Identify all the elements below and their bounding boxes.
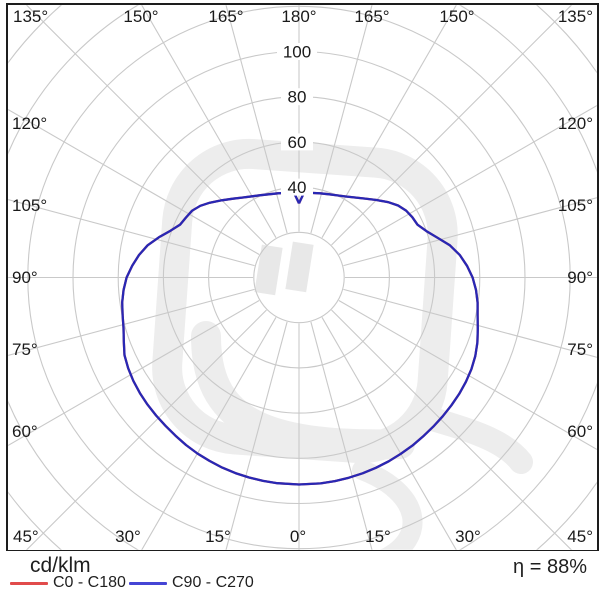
grid-spoke xyxy=(141,317,277,550)
unit-label: cd/klm xyxy=(30,554,91,577)
legend-label-c0-c180: C0 - C180 xyxy=(53,574,126,591)
radial-label-chip xyxy=(277,43,317,60)
grid-spoke xyxy=(310,5,373,234)
grid-spoke xyxy=(338,300,597,451)
angle-label: 120° xyxy=(12,114,47,133)
grid-spoke xyxy=(8,108,260,255)
grid-ring xyxy=(253,231,345,324)
radial-axis-labels: 40 60 80 100 xyxy=(277,43,317,197)
angle-axis-labels: 135° 150° 165° 180° 165° 150° 135° 120° 105° 90° 7… xyxy=(12,7,593,546)
angle-label: 15° xyxy=(205,527,231,546)
legend: cd/klm C0 - C180 C90 - C270 η = 88% xyxy=(0,551,600,600)
grid-spoke xyxy=(331,309,573,550)
grid-spoke xyxy=(141,5,277,238)
angle-label: 45° xyxy=(13,527,39,546)
angle-label: 150° xyxy=(123,7,158,26)
grid-spoke xyxy=(225,321,288,550)
radial-axis-label: 100 xyxy=(283,43,311,62)
angle-label: 135° xyxy=(558,7,593,26)
grid-spoke xyxy=(343,197,597,267)
radial-axis-label: 80 xyxy=(288,88,307,107)
grid-spoke xyxy=(8,300,260,447)
radial-label-chip xyxy=(281,88,313,106)
grid-spoke xyxy=(225,5,288,234)
efficiency-label: η = 88% xyxy=(513,556,587,578)
angle-label: 30° xyxy=(115,527,141,546)
grid-spoke xyxy=(338,104,597,255)
legend-swatch-c90-c270 xyxy=(129,582,167,585)
angle-label: 120° xyxy=(558,114,593,133)
angle-label: 0° xyxy=(290,527,306,546)
grid-spoke xyxy=(25,309,267,550)
grid-spoke xyxy=(8,288,255,356)
angle-label: 165° xyxy=(208,7,243,26)
radial-axis-label: 60 xyxy=(288,133,307,152)
radial-label-chip xyxy=(281,178,313,196)
grid-spoke xyxy=(343,288,597,358)
angle-label: 105° xyxy=(558,196,593,215)
angle-label: 150° xyxy=(439,7,474,26)
angle-label: 90° xyxy=(567,268,593,287)
grid-spoke xyxy=(25,5,267,246)
angle-label: 45° xyxy=(567,527,593,546)
legend-swatch-c0-c180 xyxy=(10,582,48,585)
angle-label: 135° xyxy=(13,7,48,26)
watermark-bar xyxy=(254,244,283,296)
watermark-inner-curve xyxy=(191,321,415,460)
radial-axis-label: 40 xyxy=(288,178,307,197)
grid-spoke xyxy=(8,199,255,267)
angle-label: 15° xyxy=(365,527,391,546)
angle-label: 60° xyxy=(12,422,38,441)
angle-label: 165° xyxy=(354,7,389,26)
legend-label-c90-c270: C90 - C270 xyxy=(172,574,254,591)
grid-spoke xyxy=(321,317,457,550)
watermark-bar xyxy=(285,241,314,293)
angle-label: 60° xyxy=(567,422,593,441)
grid-spoke xyxy=(331,5,573,246)
radial-label-chip xyxy=(281,133,313,151)
grid-spoke xyxy=(310,321,373,550)
angle-label: 180° xyxy=(281,7,316,26)
angle-label: 75° xyxy=(12,340,38,359)
angle-label: 30° xyxy=(455,527,481,546)
watermark-logo xyxy=(152,138,533,550)
angle-label: 75° xyxy=(567,340,593,359)
grid-spoke xyxy=(321,5,457,238)
intensity-curves xyxy=(121,191,479,486)
angle-label: 105° xyxy=(12,196,47,215)
curve-c90-c270 xyxy=(121,191,479,486)
watermark-tail xyxy=(410,404,533,474)
watermark-flourish xyxy=(352,460,423,550)
angle-label: 90° xyxy=(12,268,38,287)
